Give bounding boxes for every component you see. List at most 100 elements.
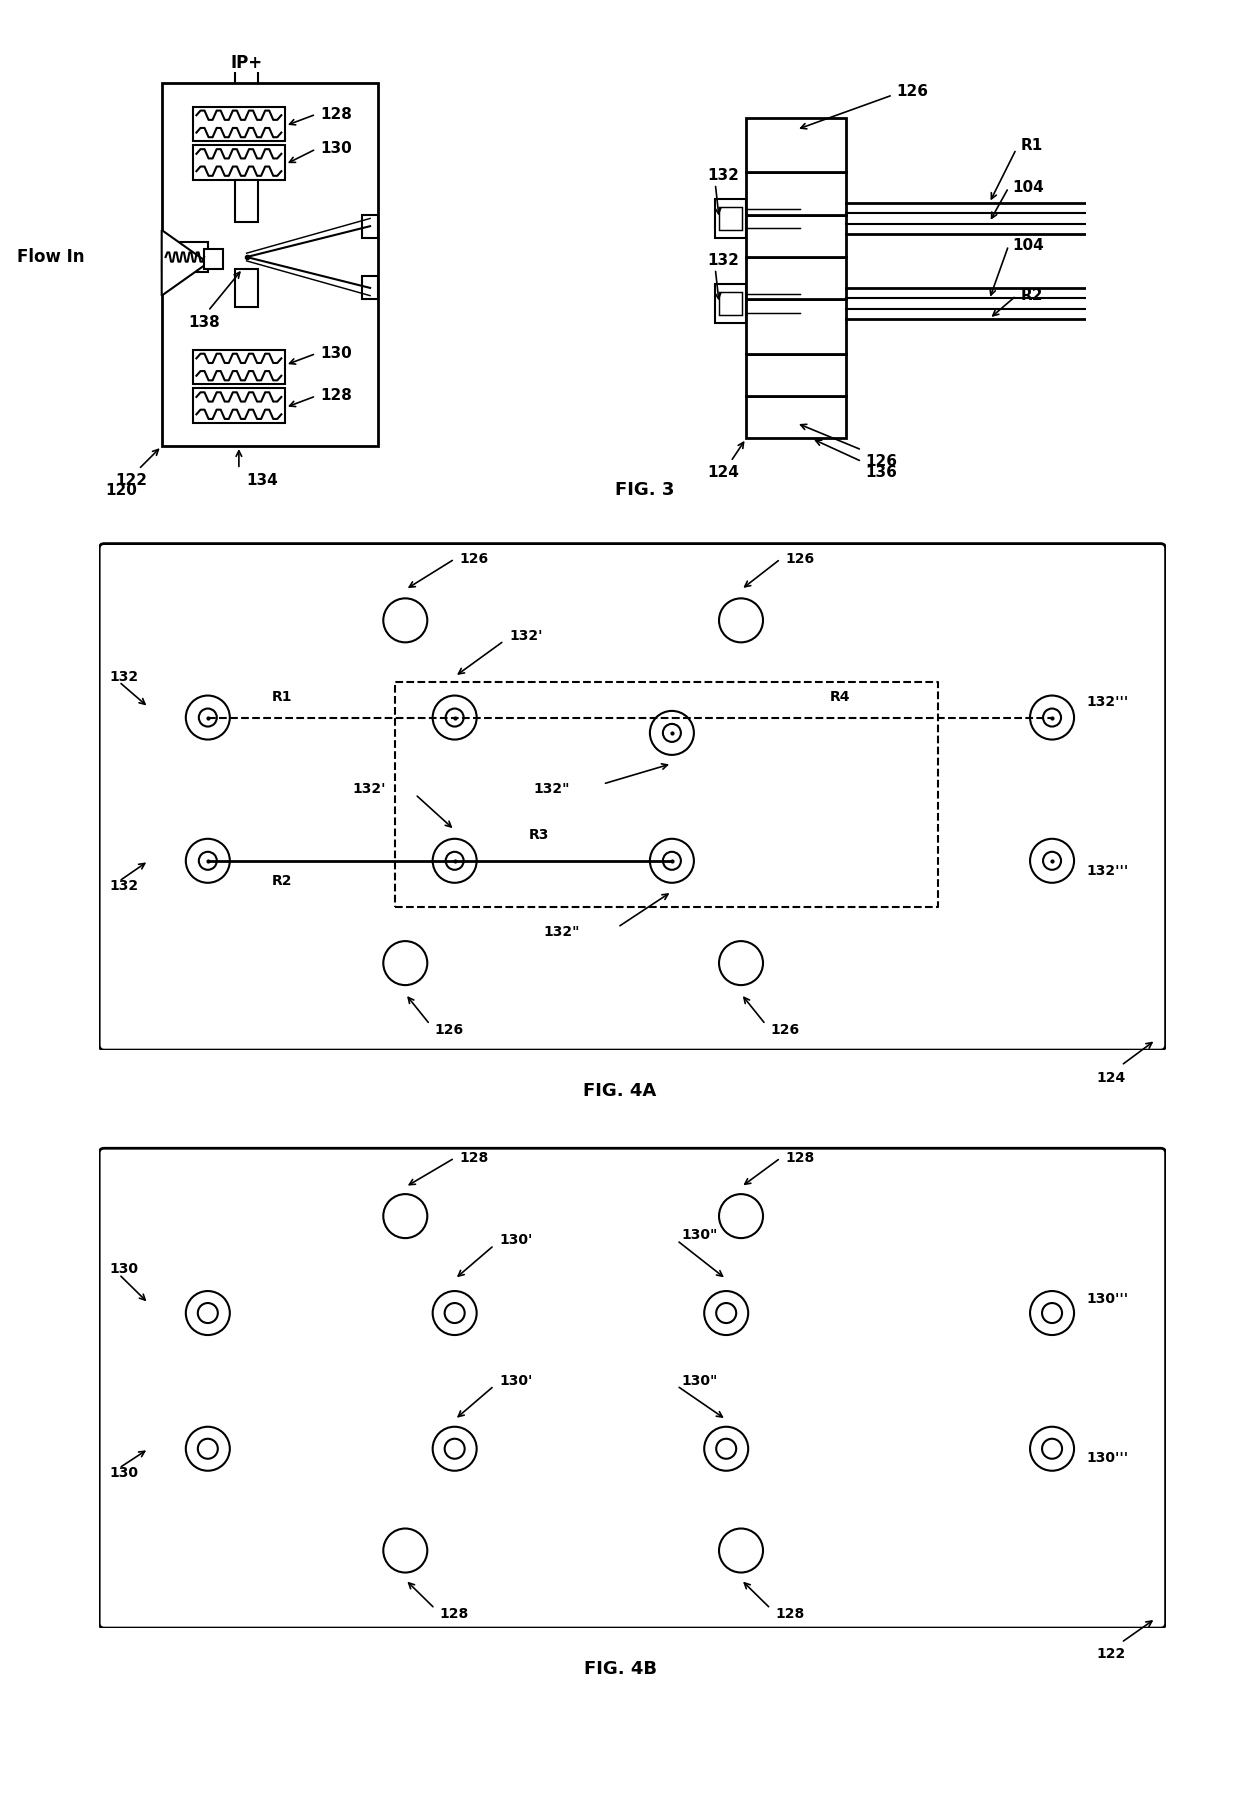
Bar bbox=[236, 269, 258, 307]
Text: FIG. 4A: FIG. 4A bbox=[583, 1082, 657, 1100]
Text: 124: 124 bbox=[707, 465, 739, 481]
Ellipse shape bbox=[1030, 838, 1074, 883]
Bar bbox=[746, 118, 847, 172]
Text: 130: 130 bbox=[320, 142, 352, 156]
Ellipse shape bbox=[198, 709, 217, 727]
Ellipse shape bbox=[433, 695, 476, 740]
Text: 128: 128 bbox=[320, 106, 352, 122]
Bar bbox=[746, 172, 847, 215]
Bar bbox=[161, 242, 208, 273]
Text: 126: 126 bbox=[770, 1023, 800, 1036]
Text: 104: 104 bbox=[1012, 239, 1044, 253]
Text: 132': 132' bbox=[352, 783, 386, 797]
FancyBboxPatch shape bbox=[99, 544, 1166, 1050]
Polygon shape bbox=[715, 284, 746, 323]
Bar bbox=[746, 354, 847, 397]
Text: 130': 130' bbox=[498, 1233, 532, 1248]
Ellipse shape bbox=[433, 838, 476, 883]
Text: 132': 132' bbox=[508, 628, 542, 643]
Text: 132''': 132''' bbox=[1086, 863, 1128, 878]
Polygon shape bbox=[719, 206, 743, 230]
Text: 130: 130 bbox=[109, 1467, 138, 1479]
Bar bbox=[746, 397, 847, 438]
Text: 134: 134 bbox=[247, 474, 278, 488]
Ellipse shape bbox=[663, 853, 681, 871]
Text: 122: 122 bbox=[1096, 1648, 1126, 1662]
Text: R3: R3 bbox=[528, 827, 549, 842]
Text: R1: R1 bbox=[1021, 138, 1043, 153]
Ellipse shape bbox=[1042, 1303, 1061, 1323]
Text: R1: R1 bbox=[272, 689, 293, 704]
Ellipse shape bbox=[704, 1291, 748, 1335]
Text: 130": 130" bbox=[682, 1228, 718, 1242]
Text: 104: 104 bbox=[1012, 180, 1044, 196]
Ellipse shape bbox=[445, 853, 464, 871]
Text: FIG. 3: FIG. 3 bbox=[615, 481, 675, 499]
Ellipse shape bbox=[445, 709, 464, 727]
Text: 128: 128 bbox=[785, 1151, 815, 1165]
Ellipse shape bbox=[186, 838, 229, 883]
Bar bbox=[746, 215, 847, 257]
Ellipse shape bbox=[198, 1440, 218, 1459]
Ellipse shape bbox=[198, 1303, 218, 1323]
FancyBboxPatch shape bbox=[99, 1149, 1166, 1628]
Bar bbox=[192, 350, 285, 384]
Polygon shape bbox=[715, 199, 746, 237]
Ellipse shape bbox=[704, 1427, 748, 1470]
Text: 130": 130" bbox=[682, 1373, 718, 1388]
Text: IP+: IP+ bbox=[231, 54, 263, 72]
Text: 126: 126 bbox=[897, 84, 929, 99]
Text: R2: R2 bbox=[1021, 289, 1043, 303]
Ellipse shape bbox=[445, 1440, 465, 1459]
Ellipse shape bbox=[1043, 853, 1061, 871]
Text: 132": 132" bbox=[533, 783, 570, 797]
Text: 136: 136 bbox=[866, 465, 898, 481]
Text: R2: R2 bbox=[272, 874, 293, 889]
Bar bbox=[192, 388, 285, 424]
Text: 128: 128 bbox=[320, 388, 352, 404]
Text: 126: 126 bbox=[785, 553, 815, 565]
Ellipse shape bbox=[445, 1303, 465, 1323]
Ellipse shape bbox=[1030, 695, 1074, 740]
Ellipse shape bbox=[719, 598, 763, 643]
Bar bbox=[362, 215, 378, 237]
Text: FIG. 4B: FIG. 4B bbox=[584, 1660, 656, 1678]
Bar bbox=[205, 250, 223, 269]
Text: 132": 132" bbox=[543, 926, 580, 939]
Ellipse shape bbox=[186, 1427, 229, 1470]
Ellipse shape bbox=[1030, 1427, 1074, 1470]
Ellipse shape bbox=[719, 1194, 763, 1239]
Text: 138: 138 bbox=[188, 314, 219, 330]
Text: 128: 128 bbox=[440, 1607, 469, 1621]
Polygon shape bbox=[719, 293, 743, 314]
Text: 132: 132 bbox=[109, 670, 138, 684]
Bar bbox=[161, 83, 378, 447]
Ellipse shape bbox=[650, 838, 694, 883]
Text: 122: 122 bbox=[115, 474, 146, 488]
Ellipse shape bbox=[186, 695, 229, 740]
Bar bbox=[746, 257, 847, 300]
Ellipse shape bbox=[198, 853, 217, 871]
Ellipse shape bbox=[433, 1427, 476, 1470]
Ellipse shape bbox=[650, 711, 694, 756]
Text: 128: 128 bbox=[775, 1607, 805, 1621]
Text: R4: R4 bbox=[830, 689, 851, 704]
Ellipse shape bbox=[383, 1529, 428, 1572]
Ellipse shape bbox=[1043, 709, 1061, 727]
Text: 126: 126 bbox=[866, 454, 898, 468]
Text: 126: 126 bbox=[460, 553, 489, 565]
Ellipse shape bbox=[383, 1194, 428, 1239]
Text: 130: 130 bbox=[320, 346, 352, 361]
Text: 130''': 130''' bbox=[1086, 1292, 1128, 1305]
Text: 124: 124 bbox=[1096, 1070, 1126, 1084]
Ellipse shape bbox=[383, 598, 428, 643]
Text: 120: 120 bbox=[105, 483, 138, 497]
Bar bbox=[746, 300, 847, 354]
Text: 130''': 130''' bbox=[1086, 1452, 1128, 1465]
Polygon shape bbox=[161, 230, 208, 296]
Ellipse shape bbox=[1030, 1291, 1074, 1335]
Text: 132: 132 bbox=[109, 880, 138, 894]
Ellipse shape bbox=[433, 1291, 476, 1335]
Bar bbox=[362, 276, 378, 300]
Bar bbox=[192, 145, 285, 180]
